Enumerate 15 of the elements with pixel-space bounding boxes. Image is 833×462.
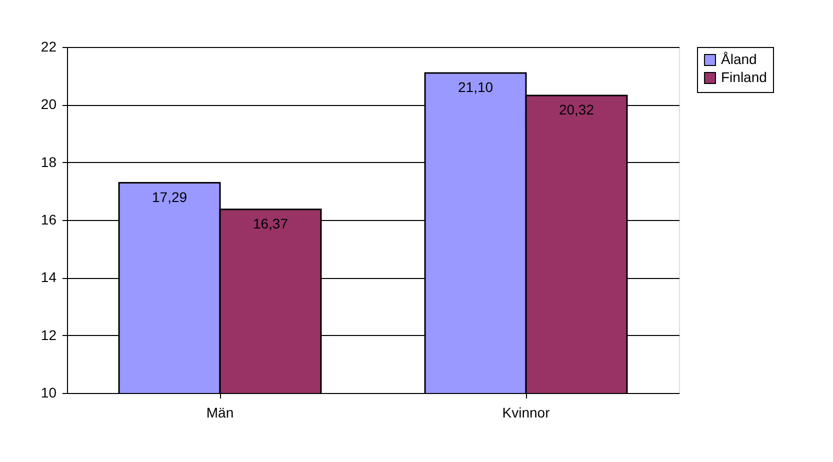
x-tick-label: Kvinnor: [502, 404, 550, 420]
legend-label: Åland: [721, 51, 757, 67]
y-tick-label: 22: [40, 38, 57, 54]
x-tick-label: Män: [206, 404, 234, 420]
y-tick-label: 16: [40, 212, 57, 228]
y-tick-label: 10: [40, 384, 57, 400]
data-label: 21,10: [458, 78, 494, 95]
data-label: 20,32: [558, 101, 594, 118]
data-label: 17,29: [152, 188, 188, 205]
legend-label: Finland: [721, 69, 767, 85]
y-tick-label: 20: [40, 96, 57, 112]
data-label: 16,37: [252, 215, 288, 232]
y-tick-label: 18: [40, 154, 57, 170]
y-tick-label: 12: [40, 326, 57, 343]
y-tick-label: 14: [40, 269, 57, 286]
